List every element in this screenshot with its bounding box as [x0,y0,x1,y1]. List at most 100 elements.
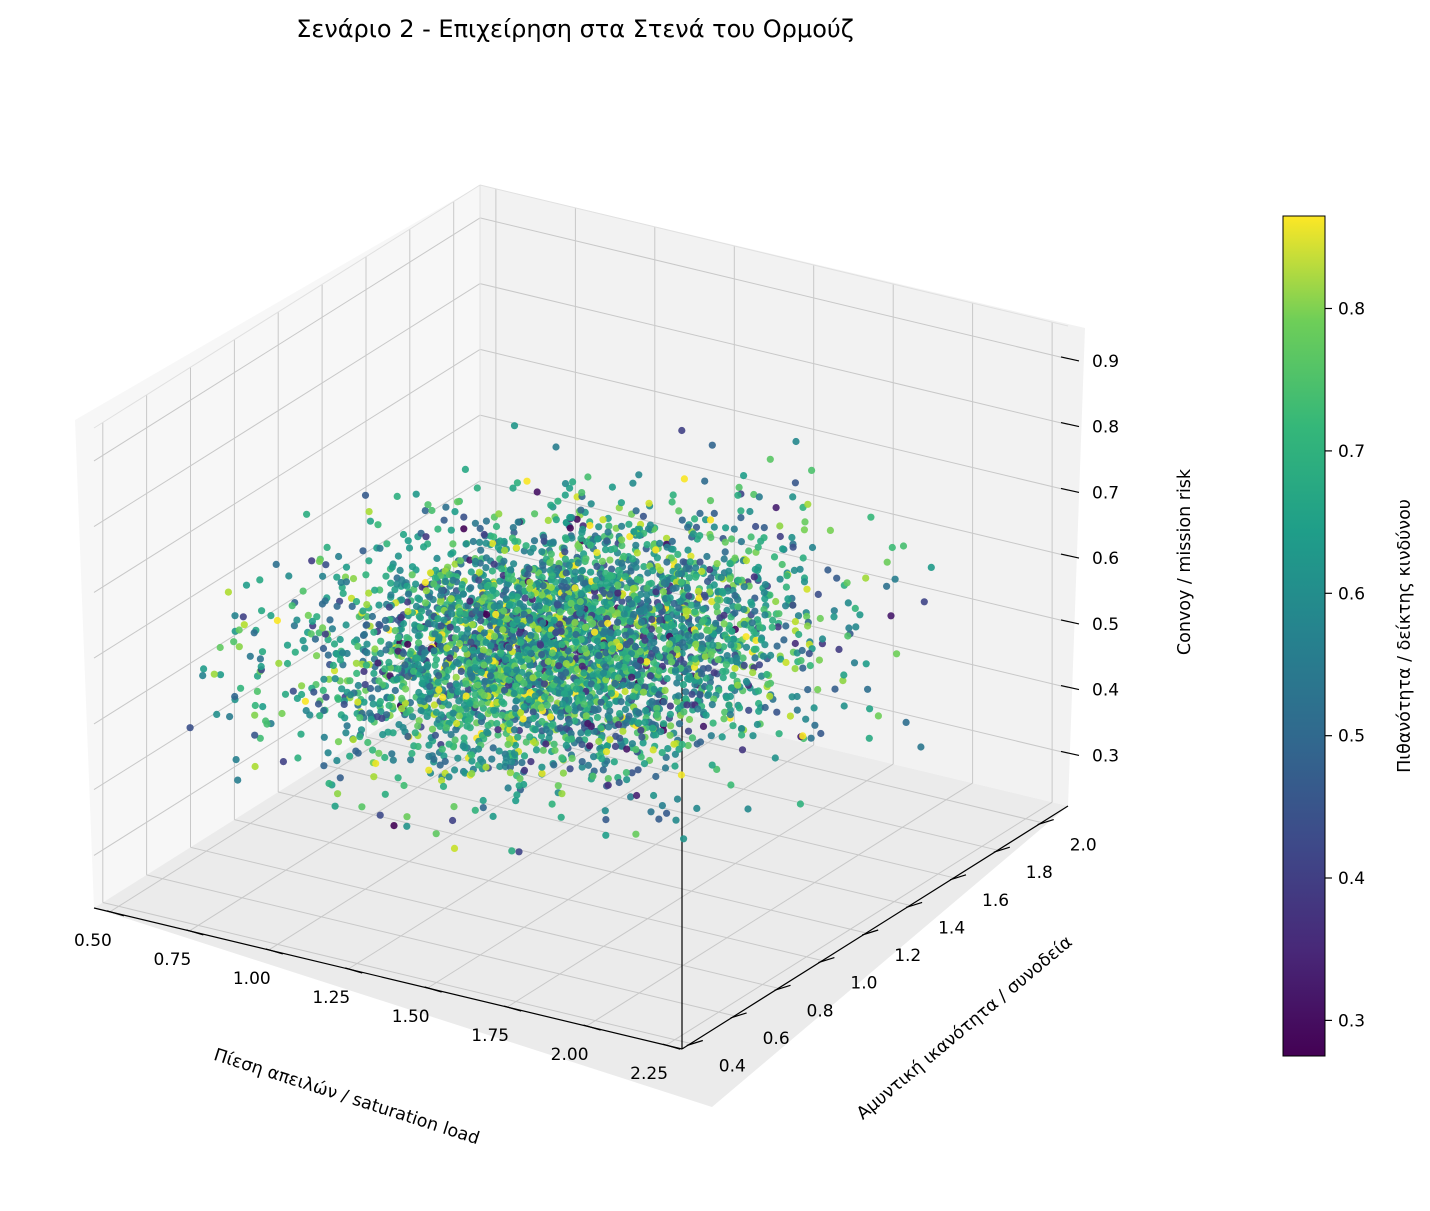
data-point [482,539,490,547]
data-point [530,537,539,545]
data-point [342,563,351,571]
data-point [791,479,800,487]
data-point [626,533,634,541]
data-point [668,498,676,506]
data-point [330,640,339,648]
data-point [469,537,477,546]
data-point [696,691,704,699]
data-point [638,618,646,626]
data-point [856,611,864,619]
data-point [723,596,731,604]
data-point [625,712,633,720]
data-point [674,692,683,700]
data-point [660,579,668,587]
data-point [490,684,498,692]
data-point [693,804,701,813]
x-tick-label: 1.75 [471,1026,509,1046]
data-point [608,483,617,491]
data-point [474,745,483,753]
data-point [803,585,811,593]
data-point [402,685,410,693]
data-point [324,749,332,757]
data-point [398,705,406,713]
data-point [308,557,316,565]
data-point [605,700,613,708]
data-point [766,591,774,599]
x-tick [583,1024,601,1031]
data-point [520,610,528,618]
colorbar-tick-label: 0.3 [1338,1011,1365,1031]
data-point [707,533,715,542]
data-point [652,772,660,781]
data-point [629,479,637,487]
data-point [226,713,234,721]
data-point [761,595,769,603]
data-point [666,731,674,739]
data-point [605,714,613,722]
data-point [720,555,728,563]
data-point [710,581,718,589]
data-point [446,623,454,631]
data-point [542,740,550,748]
data-point [740,472,748,480]
data-point [452,673,460,682]
data-point [407,756,415,764]
data-point [693,602,701,610]
data-point [760,605,768,614]
data-point [500,607,508,615]
data-point [471,664,479,672]
data-point [333,757,341,765]
data-point [750,645,758,654]
data-point [666,702,675,710]
data-point [599,629,607,638]
data-point [512,544,521,552]
data-point [549,720,557,728]
data-point [692,564,700,572]
data-point [586,615,594,623]
data-point [581,579,589,587]
data-point [816,614,824,623]
grid-line [479,217,1069,360]
data-point [669,491,677,499]
data-point [633,595,642,604]
data-point [577,729,585,737]
data-point [739,654,747,662]
data-point [480,594,488,602]
data-point [684,741,692,750]
data-point [516,775,524,783]
data-point [370,669,378,678]
data-point [537,704,545,712]
data-point [414,661,422,669]
data-point [652,646,660,654]
z-tick-label: 0.5 [1092,615,1119,635]
data-point [547,550,555,558]
data-point [699,722,708,731]
data-point [551,704,559,712]
data-point [335,552,343,561]
floor-pane [94,665,1068,1107]
y-tick [730,1012,747,1019]
data-point [362,661,370,669]
data-point [769,616,777,624]
data-point [680,475,689,483]
data-point [532,746,541,754]
data-point [502,595,510,603]
data-point [494,726,502,734]
left-wall-pane [75,185,480,908]
data-point [556,608,564,616]
data-point [566,513,574,522]
x-tick-label: 1.00 [233,969,271,989]
data-point [839,677,847,685]
data-point [726,711,735,719]
data-point [438,776,446,785]
data-point [475,568,483,576]
data-point [490,533,498,541]
data-point [454,688,462,696]
data-point [579,525,587,534]
data-point [496,762,504,771]
data-point [394,552,402,560]
data-point [508,575,517,584]
data-point [451,766,459,774]
data-point [568,735,576,743]
data-point [564,617,572,625]
